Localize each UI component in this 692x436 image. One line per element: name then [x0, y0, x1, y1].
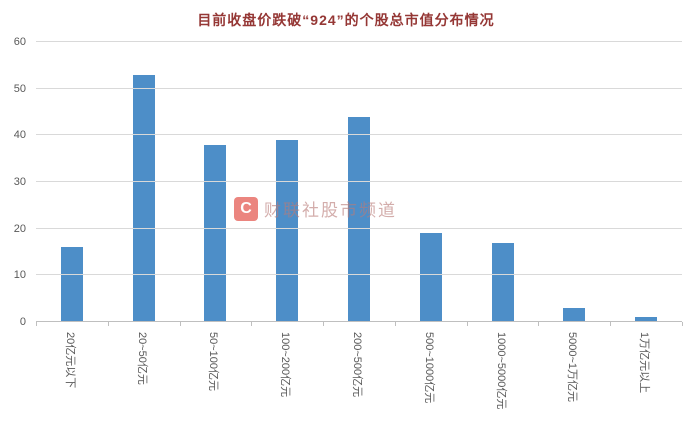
- x-axis-tick-label: 1000~5000亿元: [494, 332, 507, 410]
- chart-title: 目前收盘价跌破“924”的个股总市值分布情况: [197, 12, 495, 28]
- bar: [60, 247, 83, 322]
- bar-slot: [467, 42, 539, 322]
- x-axis-tick-mark: [394, 322, 396, 326]
- y-axis-tick-label: 0: [19, 316, 26, 328]
- y-axis: 0 10 20 30 40 50 60: [2, 36, 30, 328]
- bars-container: [36, 42, 682, 322]
- x-axis-tick-label: 500~1000亿元: [422, 332, 435, 404]
- x-axis-tick-label: 50~100亿元: [207, 332, 220, 392]
- gridline: [36, 274, 682, 276]
- x-axis-tick-mark: [251, 322, 253, 326]
- bar: [348, 116, 371, 322]
- x-axis-tick-mark: [36, 322, 37, 326]
- bar: [563, 308, 586, 322]
- bar: [491, 242, 514, 322]
- bar: [276, 140, 299, 322]
- x-slot: 100~200亿元: [251, 328, 323, 432]
- x-slot: 50~100亿元: [180, 328, 252, 432]
- x-axis-line: [36, 321, 682, 322]
- bar: [204, 144, 227, 322]
- bar-slot: [610, 42, 682, 322]
- x-axis-tick-label: 100~200亿元: [279, 332, 292, 398]
- bar-slot: [108, 42, 180, 322]
- x-slot: 20亿元以下: [36, 328, 108, 432]
- watermark-text: 财联社股市频道: [264, 201, 397, 220]
- gridline: [36, 181, 682, 182]
- x-axis-tick-mark: [323, 322, 325, 326]
- x-axis-tick-label: 5000~1万亿元: [566, 332, 579, 403]
- y-axis-tick-label: 40: [13, 129, 26, 142]
- y-axis-tick-label: 50: [13, 82, 26, 95]
- y-axis-tick-label: 30: [13, 176, 26, 188]
- bar-slot: [395, 42, 467, 322]
- x-axis-tick-mark: [538, 322, 540, 326]
- bar-slot: [323, 42, 395, 322]
- x-axis-tick-mark: [610, 322, 612, 326]
- x-axis-tick-mark: [107, 322, 109, 326]
- watermark: C 财联社股市频道: [234, 196, 397, 221]
- x-slot: 200~500亿元: [323, 328, 395, 432]
- x-slot: 20~50亿元: [108, 328, 180, 432]
- x-slot: 1万亿元以上: [610, 328, 682, 432]
- x-axis-tick-label: 20亿元以下: [63, 332, 76, 389]
- bar-slot: [36, 42, 108, 322]
- bar: [635, 317, 658, 322]
- x-slot: 5000~1万亿元: [538, 328, 610, 432]
- bar-slot: [251, 42, 323, 322]
- x-axis-tick-label: 20~50亿元: [135, 332, 148, 385]
- gridline: [36, 134, 682, 136]
- y-axis-tick-label: 20: [13, 222, 26, 235]
- plot-area: [36, 41, 683, 326]
- gridline: [36, 41, 682, 42]
- x-axis-tick-label: 200~500亿元: [351, 332, 364, 398]
- x-slot: 500~1000亿元: [395, 328, 467, 432]
- x-slot: 1000~5000亿元: [467, 328, 539, 432]
- bar-slot: [538, 42, 610, 322]
- x-axis-tick-mark: [466, 322, 468, 326]
- x-axis: 20亿元以下 20~50亿元 50~100亿元 100~200亿元 200~500亿元 5…: [36, 328, 682, 432]
- x-axis-tick-label: 1万亿元以上: [638, 332, 651, 394]
- y-axis-tick-label: 60: [13, 36, 26, 48]
- x-axis-tick-mark: [682, 322, 683, 326]
- gridline: [36, 227, 682, 229]
- watermark-logo-icon: C: [234, 196, 258, 221]
- x-axis-tick-mark: [179, 322, 181, 326]
- y-axis-tick-label: 10: [13, 269, 26, 282]
- gridline: [36, 87, 682, 89]
- bar: [132, 74, 155, 322]
- bar: [419, 233, 442, 322]
- bar-slot: [180, 42, 252, 322]
